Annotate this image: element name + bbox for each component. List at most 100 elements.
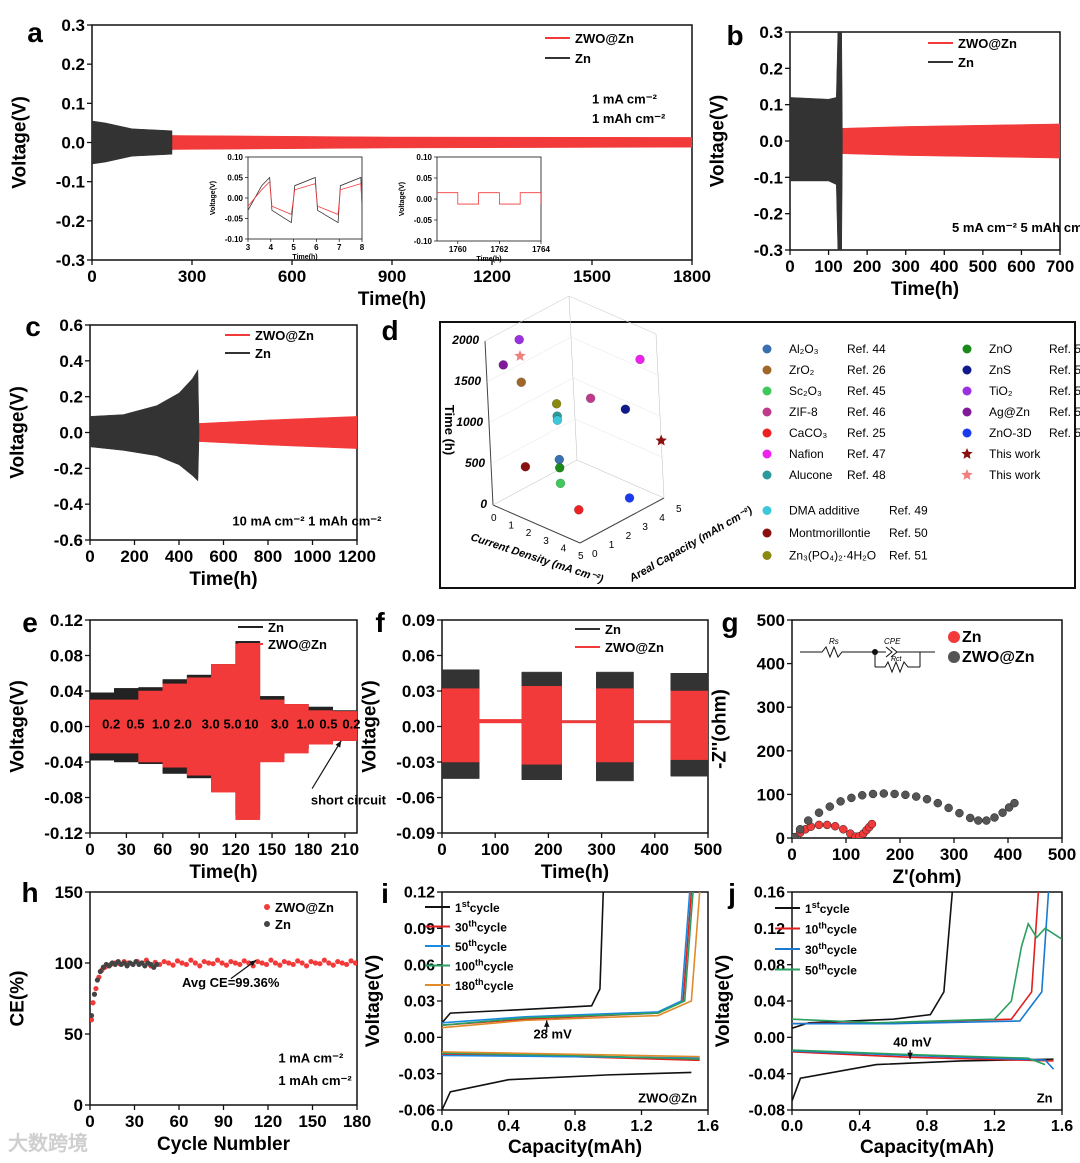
x-tick-label: 300 [892, 257, 920, 276]
series-zn-point [90, 1012, 95, 1019]
axis-3d-line [492, 504, 581, 544]
arrowhead-icon [544, 1020, 550, 1027]
data-point-sphere [552, 415, 563, 425]
data-point-sphere [498, 360, 509, 370]
series-zwo-zn-point [847, 793, 856, 803]
legend-label: This work [989, 468, 1041, 482]
x-tick-label: 200 [886, 845, 914, 864]
x-tick-label: 60 [153, 840, 172, 859]
z-tick-label: 1000 [456, 415, 483, 429]
legend-label: Zn [605, 622, 621, 637]
y-axis-title: Voltage(V) [210, 181, 217, 215]
y-tick-label: -0.3 [56, 251, 85, 270]
x-tick-label: 200 [853, 257, 881, 276]
legend-label: Zn [255, 346, 271, 361]
series-zn-point [839, 825, 848, 834]
series-zwo-zn-point [219, 960, 225, 966]
series-zwo-zn-band [841, 123, 1060, 159]
y-tick-label: -0.2 [754, 205, 783, 224]
data-point-sphere [635, 354, 645, 365]
x-tick-label: 120 [254, 1112, 282, 1131]
y-tick-label: -0.04 [749, 1066, 786, 1083]
y-tick-label: -0.08 [749, 1103, 786, 1120]
x-axis-title: Time(h) [189, 569, 257, 590]
series-zwo-zn-point [286, 960, 292, 966]
x-axis-title: Cycle Numbler [157, 1134, 291, 1155]
x-tick-label: 400 [994, 845, 1022, 864]
x-tick-label: 1.6 [1051, 1118, 1073, 1135]
legend-label: ZnO-3D [989, 426, 1032, 440]
y-axis-title: Voltage(V) [713, 955, 734, 1048]
series-50thcycle-line [792, 1049, 1046, 1066]
y-tick-label: 100 [757, 785, 785, 804]
series-zwo-zn-point [281, 958, 287, 965]
x-axis-title: Time(h) [189, 862, 257, 883]
legend-label: Zn₃(PO₄)₂·4H₂O [789, 549, 876, 563]
x-tick-label: 0.4 [497, 1118, 519, 1135]
y-tick-label: -0.1 [56, 173, 85, 192]
x-tick-label: 1.6 [697, 1118, 719, 1135]
legend-label: 1stcycle [455, 899, 500, 915]
panel-b: 0 100 200 300 400 500 600 700 -0.3 -0.2 -0.1 0.0 0.1… [708, 20, 1080, 300]
y-tick-label: -0.06 [396, 788, 435, 807]
y-tick-label: 0.0 [59, 423, 83, 442]
z-axis-title: Time (h) [442, 405, 457, 455]
series-1stcycle-line [442, 892, 605, 1024]
series-zwo-zn-band [442, 686, 708, 765]
x-axis-title: Capacity(mAh) [508, 1137, 642, 1158]
x-axis-title: Time(h) [476, 256, 501, 263]
series-zn-point [867, 819, 877, 829]
y-tick-label: 0.4 [59, 352, 83, 371]
legend-ref: Ref. 51 [889, 549, 928, 563]
x-tick-label: 30 [117, 840, 136, 859]
series-180thcycle-line [442, 1051, 700, 1058]
y-axis-title: Voltage(V) [8, 386, 29, 479]
y-tick-label: 0.04 [50, 682, 84, 701]
x-tick-label: 500 [969, 257, 997, 276]
legend-label: TiO₂ [989, 384, 1013, 398]
plot-area [791, 891, 1063, 1111]
y-axis-title: Voltage(V) [363, 955, 384, 1048]
y-axis-title: Voltage(V) [399, 182, 406, 216]
legend-marker [762, 551, 772, 560]
legend-ref: Ref. 25 [847, 426, 886, 440]
y-tick-label: 0.00 [754, 1030, 785, 1047]
x-tick-label: 800 [254, 547, 282, 566]
x-tick-label: 0.8 [564, 1118, 586, 1135]
panel-label: c [25, 311, 41, 342]
series-zwo-zn-point [922, 794, 932, 804]
x-tick-label: 1 [508, 521, 514, 532]
series-zwo-zn-point [188, 957, 194, 963]
y-tick-label: 0.08 [754, 957, 785, 974]
annotation: 1 mAh cm⁻² [592, 111, 666, 126]
x-tick-label: 0 [85, 1112, 94, 1131]
legend-label: Alucone [789, 468, 833, 482]
x-tick-label: 210 [331, 840, 359, 859]
legend-ref: Ref. 44 [847, 342, 886, 356]
y-tick-label: 3 [642, 522, 648, 533]
series-zwo-zn-point [944, 803, 953, 813]
legend-label: This work [989, 447, 1041, 461]
panel-label: g [721, 607, 738, 638]
series-zwo-zn-point [192, 960, 198, 966]
y-tick-label: 5 [676, 504, 682, 515]
data-point-sphere [520, 461, 531, 472]
series-zwo-zn-point [857, 791, 867, 800]
x-tick-label: 500 [694, 840, 722, 859]
series-100thcycle-line [442, 892, 694, 1027]
axis-3d-line [490, 418, 576, 465]
y-tick-label: 0.16 [754, 885, 785, 902]
panel-a-inset1: 3 4 5 6 7 8 -0.10 -0.05 0.00 0.05 0.10 Time(h) Volta… [210, 153, 365, 261]
annotation: 10 mA cm⁻² 1 mAh cm⁻² [232, 514, 382, 529]
z-tick-label: 500 [465, 456, 485, 470]
y-tick-label: 0.09 [404, 921, 435, 938]
y-axis-title: Voltage(V) [10, 96, 31, 189]
y-tick-label: 300 [757, 698, 785, 717]
legend-label: 10thcycle [805, 921, 857, 937]
annotation: Avg CE=99.36% [182, 975, 280, 990]
y-tick-label: -0.05 [225, 214, 244, 223]
series-zn-point [94, 977, 101, 983]
y-tick-label: 0 [776, 829, 785, 848]
x-tick-label: 600 [278, 267, 306, 286]
